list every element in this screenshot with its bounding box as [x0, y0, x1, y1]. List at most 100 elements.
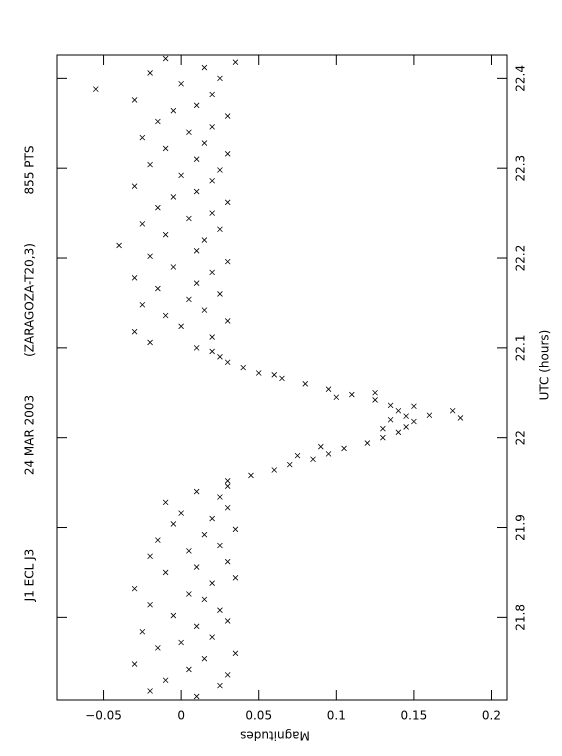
data-point [178, 510, 184, 516]
data-point [271, 467, 278, 473]
data-point [310, 456, 316, 463]
data-point [139, 301, 146, 308]
data-point [201, 64, 208, 71]
data-point [209, 177, 215, 184]
data-point [147, 70, 153, 76]
data-point [209, 348, 215, 355]
data-point [395, 429, 402, 436]
data-point [178, 172, 184, 179]
data-point [372, 389, 378, 396]
data-point [333, 394, 340, 401]
data-point [170, 521, 177, 527]
data-point [131, 275, 138, 281]
data-point [209, 91, 215, 98]
data-point [232, 650, 239, 657]
data-point [162, 231, 169, 238]
data-point [217, 226, 223, 233]
data-point [209, 269, 215, 276]
data-point [286, 461, 293, 468]
data-point [224, 672, 231, 678]
data-point [209, 124, 215, 130]
data-point [217, 607, 223, 613]
data-point [224, 558, 231, 565]
data-point [193, 564, 200, 570]
data-point [186, 129, 192, 136]
x-tick-label: 22.3 [514, 155, 528, 182]
data-point [217, 682, 223, 689]
data-point [209, 515, 215, 522]
data-point [147, 161, 153, 168]
data-point [193, 280, 200, 286]
data-point [380, 434, 386, 441]
data-point [224, 318, 231, 324]
data-point [170, 612, 177, 619]
x-tick-label: 22.2 [514, 245, 528, 272]
data-point [271, 372, 278, 378]
data-point [232, 59, 239, 65]
data-point [217, 291, 223, 297]
data-point [155, 645, 161, 651]
data-point [224, 359, 231, 366]
y-tick-label: 0.2 [482, 709, 501, 723]
data-point [201, 237, 208, 243]
data-point [193, 102, 200, 109]
header-text: J1 ECL J3 [23, 549, 37, 603]
data-point [224, 199, 231, 206]
data-point [193, 345, 200, 351]
data-point [201, 140, 208, 146]
data-point [178, 323, 184, 330]
data-point [209, 580, 215, 586]
data-point [193, 623, 200, 630]
data-point [224, 618, 231, 624]
x-tick-label: 22 [514, 430, 528, 445]
data-point [170, 264, 177, 270]
data-point [325, 386, 332, 392]
data-point [139, 221, 146, 227]
data-point [139, 628, 146, 635]
data-point [449, 407, 456, 414]
data-point [147, 601, 153, 608]
data-point [387, 416, 394, 423]
data-point [380, 425, 386, 432]
data-point [209, 210, 215, 216]
data-point [162, 312, 169, 319]
data-point [162, 499, 169, 506]
x-tick-label: 22.1 [514, 334, 528, 361]
data-point [201, 655, 208, 662]
data-point [155, 537, 161, 543]
data-point [170, 107, 177, 114]
data-point [403, 424, 409, 430]
data-point [294, 452, 301, 459]
x-tick-label: 22.4 [514, 65, 528, 92]
data-point [341, 445, 347, 452]
data-point [217, 354, 223, 360]
data-point [178, 80, 184, 87]
data-point [193, 188, 200, 195]
x-tick-label: 21.8 [514, 604, 528, 631]
header-text: (ZARAGOZA-T20,3) [23, 243, 37, 357]
data-point [147, 339, 153, 346]
data-point [232, 575, 239, 581]
data-point [349, 391, 355, 398]
data-point [193, 488, 200, 495]
data-point [232, 526, 239, 533]
data-point [186, 591, 192, 597]
y-tick-label: 0.05 [245, 709, 272, 723]
data-point [162, 569, 169, 576]
data-point [302, 381, 309, 387]
data-point [224, 478, 231, 484]
data-point [426, 412, 433, 419]
data-point [411, 403, 417, 410]
data-point [147, 253, 153, 260]
data-point [162, 677, 169, 684]
data-point [209, 334, 215, 340]
y-axis-label: Magnitudes [240, 729, 310, 743]
data-point [217, 494, 223, 500]
data-point [139, 134, 146, 141]
x-tick-label: 21.9 [514, 514, 528, 541]
data-point [403, 413, 409, 419]
data-point [170, 194, 177, 200]
data-point [318, 443, 324, 450]
